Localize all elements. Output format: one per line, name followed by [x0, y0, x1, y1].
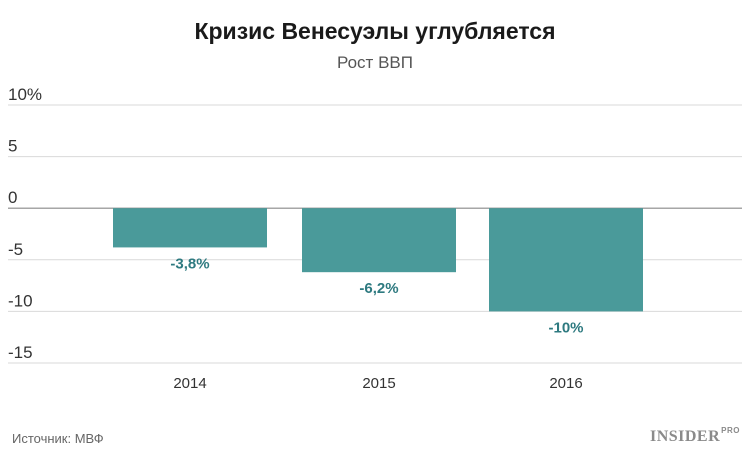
y-tick-label: -10 [8, 291, 33, 310]
data-label-2016: -10% [548, 319, 583, 336]
bar-2016 [489, 208, 643, 312]
insider-pro-logo: INSIDERPRO [649, 426, 740, 445]
chart-title: Кризис Венесуэлы углубляется [194, 18, 556, 44]
y-tick-label: 5 [8, 137, 17, 156]
y-tick-label: -5 [8, 240, 23, 259]
source-note: Источник: МВФ [12, 431, 104, 446]
y-tick-label: 10% [8, 85, 42, 104]
x-tick-label: 2016 [549, 375, 582, 392]
chart-subtitle: Рост ВВП [337, 53, 413, 72]
data-label-2015: -6,2% [359, 280, 398, 297]
x-tick-label: 2014 [173, 375, 206, 392]
bar-2014 [113, 208, 267, 248]
bar-2015 [302, 208, 456, 273]
x-tick-label: 2015 [362, 375, 395, 392]
y-tick-label: -15 [8, 343, 33, 362]
y-tick-label: 0 [8, 188, 17, 207]
data-label-2014: -3,8% [170, 255, 209, 272]
